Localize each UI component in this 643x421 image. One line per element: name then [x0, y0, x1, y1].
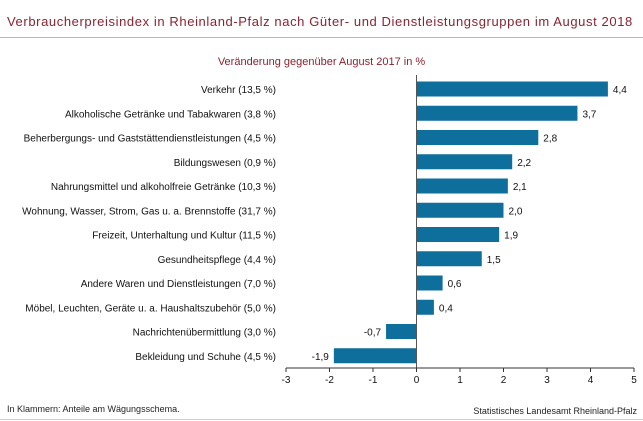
bar — [416, 299, 434, 315]
x-tick-label: 4 — [588, 375, 594, 386]
category-label: Wohnung, Wasser, Strom, Gas u. a. Brenns… — [22, 206, 276, 217]
category-label: Freizeit, Unterhaltung und Kultur (11,5 … — [92, 231, 276, 242]
data-label: 2,8 — [543, 134, 557, 145]
category-label: Andere Waren und Dienstleistungen (7,0 %… — [81, 279, 276, 290]
bar — [333, 348, 417, 364]
bar — [416, 130, 539, 145]
bar — [416, 251, 482, 267]
bar — [416, 178, 508, 194]
chart-title: Verbraucherpreisindex in Rheinland-Pfalz… — [7, 14, 633, 29]
x-tick-label: 0 — [414, 375, 420, 386]
bar — [416, 154, 513, 170]
x-tick-label: 1 — [457, 375, 463, 386]
category-label: Gesundheitspflege (4,4 %) — [158, 255, 276, 266]
bottom-divider — [0, 419, 643, 420]
bar — [416, 202, 504, 218]
footnote: In Klammern: Anteile am Wägungsschema. — [7, 404, 180, 414]
data-label: 1,5 — [487, 255, 501, 266]
x-tick-label: -2 — [325, 375, 334, 386]
x-tick-label: 3 — [544, 375, 550, 386]
data-label: -1,9 — [312, 352, 330, 363]
x-tick-label: -3 — [282, 375, 291, 386]
category-label: Nachrichtenübermittlung (3,0 %) — [133, 328, 276, 339]
category-label: Verkehr (13,5 %) — [201, 85, 276, 96]
bar — [416, 275, 443, 291]
x-tick-label: -1 — [369, 375, 378, 386]
source-note: Statistisches Landesamt Rheinland-Pfalz — [473, 406, 637, 416]
chart-subtitle: Veränderung gegenüber August 2017 in % — [217, 56, 426, 68]
category-label: Möbel, Leuchten, Geräte u. a. Haushaltsz… — [25, 303, 276, 314]
category-label: Alkoholische Getränke und Tabakwaren (3,… — [65, 109, 276, 120]
category-label: Beherbergungs- und Gaststättendienstleis… — [24, 134, 276, 145]
data-label: 4,4 — [613, 85, 627, 96]
bar — [416, 81, 608, 97]
data-label: 1,9 — [504, 231, 518, 242]
category-label: Bildungswesen (0,9 %) — [174, 158, 276, 169]
data-label: 2,1 — [513, 182, 527, 193]
data-label: 2,2 — [517, 158, 531, 169]
data-label: 3,7 — [582, 109, 596, 120]
x-tick-label: 2 — [501, 375, 507, 386]
bar — [386, 324, 417, 339]
data-label: 2,0 — [509, 206, 523, 217]
x-tick-label: 5 — [631, 375, 637, 386]
data-label: 0,4 — [439, 303, 453, 314]
category-label: Bekleidung und Schuhe (4,5 %) — [135, 352, 276, 363]
bar — [416, 105, 578, 121]
data-label: 0,6 — [448, 279, 462, 290]
data-label: -0,7 — [364, 328, 382, 339]
bar — [416, 227, 500, 242]
category-label: Nahrungsmittel und alkoholfreie Getränke… — [51, 182, 276, 193]
title-divider — [0, 37, 643, 38]
